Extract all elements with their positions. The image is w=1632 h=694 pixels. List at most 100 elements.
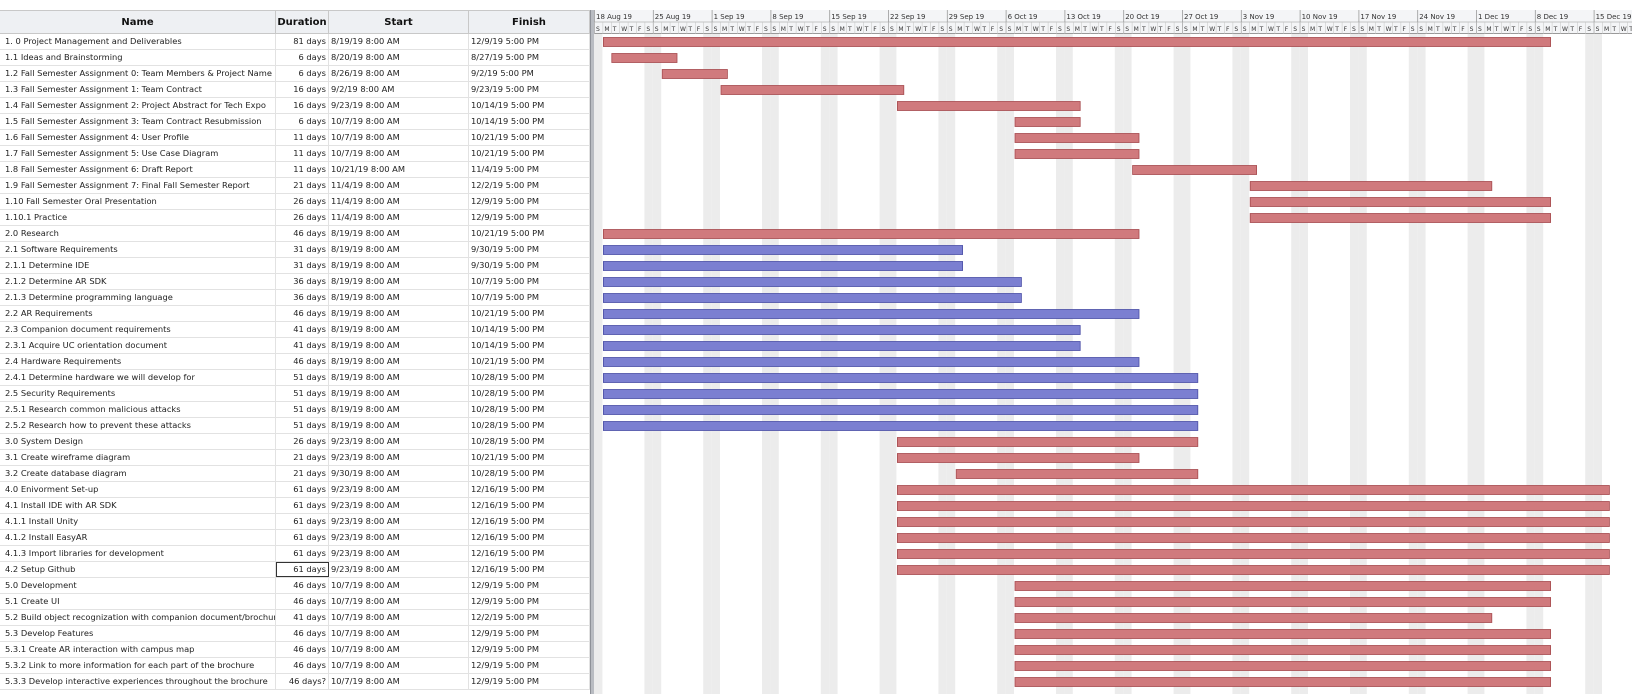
table-row[interactable]: 5.3 Develop Features 46 days 10/7/19 8:00 … [0, 626, 590, 642]
task-duration-cell[interactable]: 46 days [276, 658, 329, 673]
task-bar[interactable] [1014, 645, 1551, 655]
task-duration-cell[interactable]: 61 days [276, 498, 329, 513]
task-name-cell[interactable]: 2.1.1 Determine IDE [0, 258, 276, 273]
task-name-cell[interactable]: 2.1.2 Determine AR SDK [0, 274, 276, 289]
table-row[interactable]: 1.7 Fall Semester Assignment 5: Use Case… [0, 146, 590, 162]
task-duration-cell[interactable]: 11 days [276, 146, 329, 161]
task-name-cell[interactable]: 1.1 Ideas and Brainstorming [0, 50, 276, 65]
task-name-cell[interactable]: 1.4 Fall Semester Assignment 2: Project … [0, 98, 276, 113]
task-duration-cell[interactable]: 6 days [276, 50, 329, 65]
task-bar[interactable] [896, 437, 1199, 447]
task-finish-cell[interactable]: 12/9/19 5:00 PM [469, 658, 590, 673]
task-duration-cell[interactable]: 81 days [276, 34, 329, 49]
task-finish-cell[interactable]: 12/16/19 5:00 PM [469, 482, 590, 497]
task-finish-cell[interactable]: 10/21/19 5:00 PM [469, 354, 590, 369]
task-finish-cell[interactable]: 10/21/19 5:00 PM [469, 146, 590, 161]
task-duration-cell[interactable]: 26 days [276, 434, 329, 449]
task-start-cell[interactable]: 8/19/19 8:00 AM [329, 290, 469, 305]
task-start-cell[interactable]: 11/4/19 8:00 AM [329, 194, 469, 209]
table-row[interactable]: 2.1 Software Requirements 31 days 8/19/19 … [0, 242, 590, 258]
table-row[interactable]: 5.3.3 Develop interactive experiences th… [0, 674, 590, 690]
task-start-cell[interactable]: 8/19/19 8:00 AM [329, 242, 469, 257]
task-finish-cell[interactable]: 12/9/19 5:00 PM [469, 34, 590, 49]
column-header-duration[interactable]: Duration [276, 11, 329, 34]
task-bar[interactable] [602, 325, 1081, 335]
task-name-cell[interactable]: 3.2 Create database diagram [0, 466, 276, 481]
task-bar[interactable] [1014, 581, 1551, 591]
task-duration-cell[interactable]: 31 days [276, 242, 329, 257]
task-bar[interactable] [602, 341, 1081, 351]
task-finish-cell[interactable]: 10/21/19 5:00 PM [469, 130, 590, 145]
task-finish-cell[interactable]: 12/16/19 5:00 PM [469, 546, 590, 561]
task-duration-cell[interactable]: 46 days [276, 642, 329, 657]
table-row[interactable]: 2.4 Hardware Requirements 46 days 8/19/19 … [0, 354, 590, 370]
task-name-cell[interactable]: 2.2 AR Requirements [0, 306, 276, 321]
task-name-cell[interactable]: 1.7 Fall Semester Assignment 5: Use Case… [0, 146, 276, 161]
task-duration-cell[interactable]: 51 days [276, 418, 329, 433]
task-bar[interactable] [602, 229, 1140, 239]
task-start-cell[interactable]: 9/23/19 8:00 AM [329, 546, 469, 561]
task-bar[interactable] [602, 37, 1552, 47]
task-start-cell[interactable]: 9/23/19 8:00 AM [329, 562, 469, 577]
task-finish-cell[interactable]: 12/9/19 5:00 PM [469, 578, 590, 593]
task-finish-cell[interactable]: 10/7/19 5:00 PM [469, 290, 590, 305]
task-finish-cell[interactable]: 10/14/19 5:00 PM [469, 114, 590, 129]
task-start-cell[interactable]: 8/19/19 8:00 AM [329, 338, 469, 353]
task-bar[interactable] [896, 517, 1610, 527]
task-finish-cell[interactable]: 12/9/19 5:00 PM [469, 210, 590, 225]
table-row[interactable]: 4.1.3 Import libraries for development 61… [0, 546, 590, 562]
table-row[interactable]: 1.10 Fall Semester Oral Presentation 26 d… [0, 194, 590, 210]
task-name-cell[interactable]: 1.8 Fall Semester Assignment 6: Draft Re… [0, 162, 276, 177]
task-start-cell[interactable]: 9/23/19 8:00 AM [329, 450, 469, 465]
task-duration-cell[interactable]: 46 days? [276, 674, 329, 689]
task-start-cell[interactable]: 8/19/19 8:00 AM [329, 386, 469, 401]
table-row[interactable]: 2.3.1 Acquire UC orientation document 41 … [0, 338, 590, 354]
task-name-cell[interactable]: 2.5 Security Requirements [0, 386, 276, 401]
task-bar[interactable] [896, 453, 1140, 463]
task-duration-cell[interactable]: 51 days [276, 370, 329, 385]
task-bar[interactable] [661, 69, 728, 79]
task-duration-cell[interactable]: 41 days [276, 322, 329, 337]
task-bar[interactable] [720, 85, 905, 95]
task-duration-cell[interactable]: 46 days [276, 578, 329, 593]
task-duration-cell[interactable]: 16 days [276, 82, 329, 97]
task-name-cell[interactable]: 5.3.2 Link to more information for each … [0, 658, 276, 673]
task-start-cell[interactable]: 10/7/19 8:00 AM [329, 578, 469, 593]
task-start-cell[interactable]: 8/19/19 8:00 AM [329, 418, 469, 433]
task-name-cell[interactable]: 1.10 Fall Semester Oral Presentation [0, 194, 276, 209]
task-duration-cell[interactable]: 21 days [276, 450, 329, 465]
table-row[interactable]: 3.1 Create wireframe diagram 21 days 9/23/… [0, 450, 590, 466]
table-row[interactable]: 1.5 Fall Semester Assignment 3: Team Con… [0, 114, 590, 130]
task-bar[interactable] [1014, 133, 1140, 143]
task-start-cell[interactable]: 10/7/19 8:00 AM [329, 594, 469, 609]
task-duration-cell[interactable]: 26 days [276, 210, 329, 225]
task-name-cell[interactable]: 2.5.2 Research how to prevent these atta… [0, 418, 276, 433]
task-duration-cell[interactable]: 51 days [276, 386, 329, 401]
table-row[interactable]: 5.2 Build object recognization with comp… [0, 610, 590, 626]
task-finish-cell[interactable]: 9/2/19 5:00 PM [469, 66, 590, 81]
table-row[interactable]: 4.1 Install IDE with AR SDK 61 days 9/23/1… [0, 498, 590, 514]
task-finish-cell[interactable]: 10/14/19 5:00 PM [469, 338, 590, 353]
task-name-cell[interactable]: 2.4.1 Determine hardware we will develop… [0, 370, 276, 385]
task-bar[interactable] [1249, 213, 1552, 223]
task-finish-cell[interactable]: 10/28/19 5:00 PM [469, 418, 590, 433]
task-bar[interactable] [602, 245, 964, 255]
task-bar[interactable] [1014, 597, 1551, 607]
task-start-cell[interactable]: 8/19/19 8:00 AM [329, 274, 469, 289]
table-row[interactable]: 1.3 Fall Semester Assignment 1: Team Con… [0, 82, 590, 98]
task-duration-cell[interactable]: 6 days [276, 114, 329, 129]
task-name-cell[interactable]: 3.0 System Design [0, 434, 276, 449]
task-finish-cell[interactable]: 12/9/19 5:00 PM [469, 626, 590, 641]
task-start-cell[interactable]: 8/19/19 8:00 AM [329, 226, 469, 241]
task-bar[interactable] [602, 373, 1199, 383]
task-name-cell[interactable]: 1.9 Fall Semester Assignment 7: Final Fa… [0, 178, 276, 193]
task-finish-cell[interactable]: 12/9/19 5:00 PM [469, 594, 590, 609]
task-name-cell[interactable]: 1.5 Fall Semester Assignment 3: Team Con… [0, 114, 276, 129]
task-bar[interactable] [602, 357, 1140, 367]
task-finish-cell[interactable]: 9/30/19 5:00 PM [469, 242, 590, 257]
task-name-cell[interactable]: 4.1.3 Import libraries for development [0, 546, 276, 561]
task-name-cell[interactable]: 5.1 Create UI [0, 594, 276, 609]
task-bar[interactable] [896, 565, 1610, 575]
task-start-cell[interactable]: 10/7/19 8:00 AM [329, 114, 469, 129]
task-start-cell[interactable]: 8/19/19 8:00 AM [329, 402, 469, 417]
